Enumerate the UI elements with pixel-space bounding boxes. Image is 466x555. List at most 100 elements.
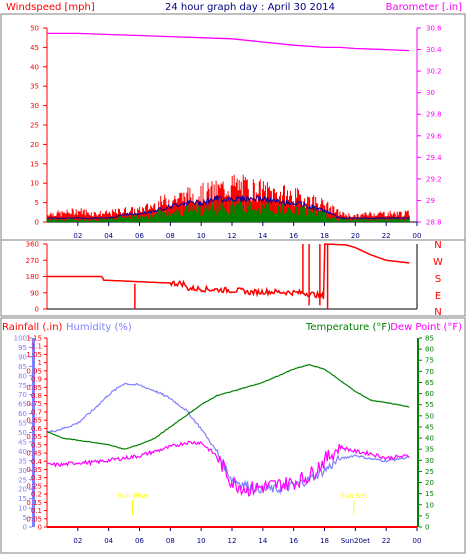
right-tick-label: 29.8 (426, 111, 442, 119)
right-tick-label: 29.6 (426, 132, 442, 140)
rain-tick-label: 1.15 (26, 335, 42, 343)
humidity-tick-label: 15 (18, 495, 27, 503)
rain-tick-label: 0.3 (31, 474, 42, 482)
windspeed-axis-label: Windspeed [mph] (6, 2, 95, 13)
left-tick-label: 35 (30, 83, 39, 91)
right-tick-label: 29.2 (426, 175, 442, 183)
humidity-tick-label: 90 (18, 353, 27, 361)
x-tick-label: 06 (135, 232, 144, 240)
right-tick-label: 30 (426, 89, 435, 97)
temp-axis-bar (417, 338, 419, 527)
temp-tick-label: 65 (425, 379, 434, 387)
left-tick-label: 30 (30, 102, 39, 110)
x-tick-label: 20 (351, 232, 360, 240)
x-tick-label: 18 (320, 232, 329, 240)
rainfall-axis-label: Rainfall (.in) (2, 322, 63, 333)
temperature-humidity-panel: 0510152025303540455055606570758085909510… (0, 317, 466, 554)
x-tick-label: 08 (166, 232, 175, 240)
right-tick-label: 29.4 (426, 154, 442, 162)
temp-tick-label: 70 (425, 368, 434, 376)
x-tick-label: 14 (258, 537, 267, 545)
rain-tick-label: 0.05 (26, 515, 42, 523)
x-tick-label: 06 (135, 537, 144, 545)
x-tick-label: 18 (320, 537, 329, 545)
rain-tick-label: 0.6 (31, 425, 43, 433)
direction-tick-label: 360 (26, 241, 39, 249)
humidity-tick-label: 35 (18, 457, 27, 465)
rain-tick-label: 1.1 (31, 343, 42, 351)
right-tick-label: 29 (426, 197, 435, 205)
temp-tick-label: 50 (425, 412, 434, 420)
temp-tick-label: 25 (425, 468, 434, 476)
humidity-tick-label: 20 (18, 486, 27, 494)
temp-tick-label: 45 (425, 423, 434, 431)
direction-tick-label: 0 (35, 306, 39, 314)
rain-tick-label: 0.5 (31, 441, 42, 449)
wind-min-series (46, 198, 410, 222)
x-tick-label: 02 (73, 537, 82, 545)
compass-label: W (433, 257, 443, 268)
rain-tick-label: 0.4 (31, 458, 43, 466)
rain-tick-label: 0.95 (26, 367, 42, 375)
temp-tick-label: 30 (425, 457, 434, 465)
dewpoint-axis-label: Dew Point (°F) (390, 322, 462, 333)
humidity-tick-label: 100 (14, 335, 27, 343)
temp-tick-label: 75 (425, 357, 434, 365)
temperature-axis-label: Temperature (°F) (305, 322, 391, 333)
humidity-tick-label: 80 (18, 372, 27, 380)
humidity-tick-label: 55 (18, 420, 27, 428)
humidity-series (47, 382, 410, 495)
x-tick-label: 04 (104, 232, 113, 240)
left-tick-label: 25 (30, 122, 39, 130)
right-tick-label: 30.4 (426, 46, 442, 54)
temp-tick-label: 60 (425, 390, 434, 398)
compass-label: E (435, 291, 441, 302)
humidity-tick-label: 0 (23, 524, 27, 532)
rain-tick-label: 0.65 (26, 417, 42, 425)
barometer-series (47, 32, 410, 52)
left-tick-label: 40 (30, 63, 39, 71)
rain-tick-label: 0.55 (26, 433, 42, 441)
left-tick-label: 45 (30, 44, 39, 52)
direction-tick-label: 180 (26, 273, 39, 281)
temp-tick-label: 35 (425, 446, 434, 454)
rain-tick-label: 0.75 (26, 400, 42, 408)
compass-label: S (435, 274, 441, 285)
wind-direction-series (47, 243, 410, 300)
x-tick-label: 16 (289, 537, 298, 545)
rain-tick-label: 1.05 (26, 351, 42, 359)
x-tick-label: 00 (413, 232, 422, 240)
humidity-tick-label: 30 (18, 467, 27, 475)
rain-tick-label: 0.8 (31, 392, 42, 400)
x-tick-label: 22 (382, 232, 391, 240)
dewpoint-series (46, 440, 410, 497)
direction-tick-label: 90 (30, 289, 39, 297)
rain-tick-label: 0.7 (31, 408, 42, 416)
sunset-tick-label: Sun20et (341, 537, 371, 545)
temp-tick-label: 20 (425, 479, 434, 487)
wind-avg-series (46, 194, 410, 220)
x-tick-label: 14 (258, 232, 267, 240)
rain-tick-label: 0.35 (26, 466, 42, 474)
temp-tick-label: 5 (425, 512, 429, 520)
left-tick-label: 5 (35, 199, 39, 207)
x-tick-label: 16 (289, 232, 298, 240)
temp-tick-label: 85 (425, 335, 434, 343)
rain-tick-label: 1 (38, 359, 42, 367)
temp-tick-label: 40 (425, 435, 434, 443)
temp-tick-label: 0 (425, 524, 429, 532)
compass-label: N (434, 307, 441, 318)
humidity-tick-label: 5 (23, 514, 27, 522)
temperature-series (46, 363, 410, 450)
temp-tick-label: 55 (425, 401, 434, 409)
rain-tick-label: 0.45 (26, 450, 42, 458)
x-tick-label: 10 (197, 537, 206, 545)
compass-label: N (434, 240, 441, 251)
humidity-tick-label: 45 (18, 438, 27, 446)
temp-tick-label: 80 (425, 346, 434, 354)
left-tick-label: 0 (35, 219, 39, 227)
temp-tick-label: 10 (425, 501, 434, 509)
x-tick-label: 12 (228, 232, 237, 240)
